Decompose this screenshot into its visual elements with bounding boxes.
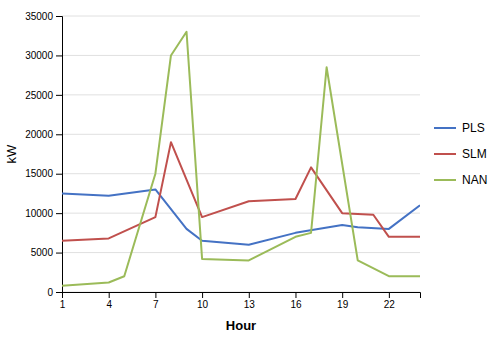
grid-line	[62, 16, 420, 17]
y-tick-mark	[56, 95, 62, 96]
x-tick: 13	[244, 292, 256, 310]
x-tick-label: 16	[290, 299, 302, 310]
grid-line	[62, 252, 420, 253]
legend-swatch	[434, 127, 456, 129]
x-tick-mark	[249, 292, 250, 298]
series-line	[62, 189, 420, 244]
plot: 1 4 7 10 13 16 19 22 0 5000 10000 15000 20000 25000 30…	[25, 11, 420, 310]
legend: PLS SLM NAN	[434, 121, 487, 187]
y-axis-line	[56, 17, 63, 293]
y-tick: 35000	[25, 11, 62, 22]
y-tick: 10000	[25, 208, 62, 219]
x-tick-mark	[389, 292, 390, 298]
legend-item: PLS	[434, 121, 485, 135]
y-tick-label: 15000	[25, 168, 53, 179]
y-tick: 20000	[25, 129, 62, 140]
y-tick-label: 20000	[25, 129, 53, 140]
x-tick: 1	[60, 292, 66, 310]
x-tick-label: 4	[106, 299, 112, 310]
x-tick-label: 13	[244, 299, 256, 310]
x-tick: 7	[153, 292, 159, 310]
x-tick-mark	[155, 292, 156, 298]
x-tick-label: 19	[337, 299, 349, 310]
x-tick-mark	[109, 292, 110, 298]
legend-swatch	[434, 179, 456, 181]
y-tick-mark	[56, 292, 62, 293]
x-axis: 1 4 7 10 13 16 19 22	[60, 292, 421, 310]
y-tick-label: 30000	[25, 50, 53, 61]
x-tick: 22	[384, 292, 396, 310]
x-tick: 10	[197, 292, 209, 310]
legend-item: SLM	[434, 147, 487, 161]
y-tick-mark	[56, 253, 62, 254]
x-tick-label: 7	[153, 299, 159, 310]
grid-line	[62, 94, 420, 95]
y-tick-mark	[56, 134, 62, 135]
y-tick-mark	[56, 213, 62, 214]
x-axis-line	[63, 293, 421, 299]
x-tick: 16	[290, 292, 302, 310]
y-tick-mark	[56, 16, 62, 17]
legend-label: PLS	[462, 121, 485, 135]
grid-line	[62, 173, 420, 174]
y-tick-label: 25000	[25, 90, 53, 101]
y-tick-label: 35000	[25, 11, 53, 22]
y-tick: 30000	[25, 50, 62, 61]
y-tick-label: 0	[47, 287, 53, 298]
x-tick-mark	[202, 292, 203, 298]
x-tick-label: 10	[197, 299, 209, 310]
y-tick-label: 10000	[25, 208, 53, 219]
y-tick: 15000	[25, 168, 62, 179]
grid-line	[62, 55, 420, 56]
x-tick-label: 22	[384, 299, 396, 310]
chart: 1 4 7 10 13 16 19 22 0 5000 10000 15000 20000 25000 30…	[0, 0, 500, 340]
y-tick: 5000	[31, 247, 62, 258]
y-tick: 25000	[25, 90, 62, 101]
x-tick-mark	[295, 292, 296, 298]
y-axis-title: kW	[4, 144, 19, 164]
x-tick: 4	[106, 292, 112, 310]
x-tick-label: 1	[60, 299, 66, 310]
x-tick-mark	[342, 292, 343, 298]
y-tick-mark	[56, 55, 62, 56]
y-axis: 0 5000 10000 15000 20000 25000 30000 35000	[25, 11, 62, 298]
x-tick: 19	[337, 292, 349, 310]
legend-label: SLM	[462, 147, 487, 161]
legend-label: NAN	[462, 173, 487, 187]
y-tick-label: 5000	[31, 247, 54, 258]
legend-swatch	[434, 153, 456, 155]
lines	[62, 32, 420, 286]
grid-line	[62, 134, 420, 135]
series-line	[62, 32, 420, 286]
x-axis-title: Hour	[226, 318, 256, 333]
y-tick: 0	[47, 287, 62, 298]
series-line	[62, 142, 420, 241]
y-tick-mark	[56, 174, 62, 175]
legend-item: NAN	[434, 173, 487, 187]
grid	[62, 16, 420, 292]
